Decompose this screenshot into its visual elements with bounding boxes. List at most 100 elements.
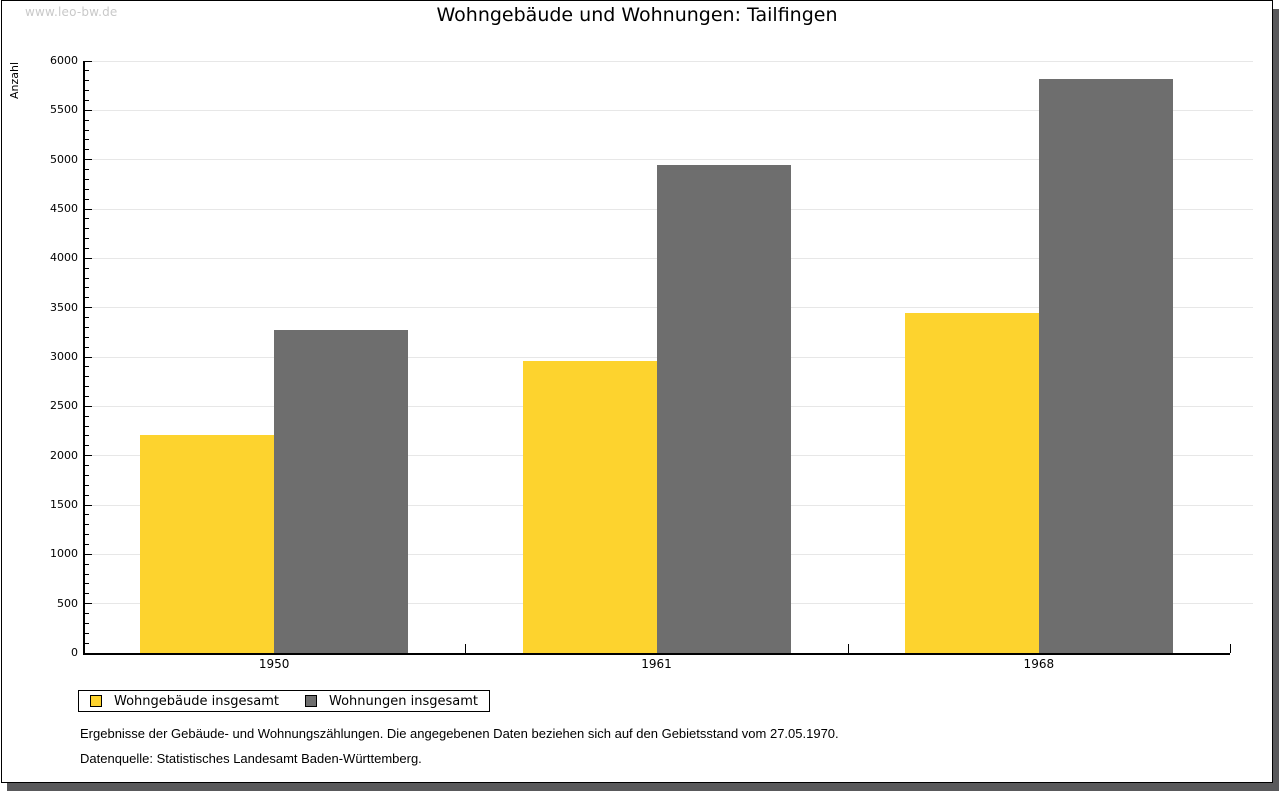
- y-minor-tick: [85, 90, 89, 92]
- y-minor-tick: [85, 613, 89, 615]
- y-minor-tick: [85, 366, 89, 368]
- y-minor-tick: [85, 267, 89, 269]
- plot-area: 0 500 1000 1500 2000 2500 3000 3500 4000 4500 5000…: [50, 54, 1253, 671]
- y-tick-3000: [85, 356, 92, 358]
- y-minor-tick: [85, 632, 89, 634]
- y-minor-tick: [85, 593, 89, 595]
- y-tick-label-6000: 6000: [50, 54, 78, 67]
- y-tick-label-500: 500: [57, 596, 78, 610]
- y-tick-label-3500: 3500: [50, 300, 78, 314]
- y-tick-6000: [85, 60, 92, 62]
- y-minor-tick: [85, 139, 89, 141]
- y-tick-1000: [85, 553, 92, 555]
- chart-title: Wohngebäude und Wohnungen: Tailfingen: [436, 4, 838, 26]
- y-minor-tick: [85, 188, 89, 190]
- y-minor-tick: [85, 70, 89, 72]
- y-tick-label-0: 0: [71, 646, 78, 659]
- y-tick-2500: [85, 405, 92, 407]
- y-tick-label-1000: 1000: [50, 547, 78, 561]
- y-tick-label-2000: 2000: [50, 448, 78, 462]
- y-minor-tick: [85, 287, 89, 289]
- y-minor-tick: [85, 474, 89, 476]
- y-tick-label-3000: 3000: [50, 350, 78, 363]
- y-minor-tick: [85, 445, 89, 447]
- y-minor-tick: [85, 583, 89, 585]
- y-tick-0: [85, 652, 92, 654]
- legend-item-wohngebaeude: Wohngebäude insgesamt: [90, 694, 279, 709]
- y-tick-label-4000: 4000: [50, 251, 78, 265]
- bar-wohnungen-1961: [656, 164, 791, 653]
- y-axis-line: [83, 61, 85, 655]
- y-tick-1500: [85, 504, 92, 506]
- category-label-1950: 1950: [258, 657, 290, 671]
- y-minor-tick: [85, 346, 89, 348]
- x-axis-line: [83, 653, 1230, 655]
- y-minor-tick: [85, 99, 89, 101]
- legend-item-wohnungen: Wohnungen insgesamt: [305, 694, 478, 709]
- y-minor-tick: [85, 238, 89, 240]
- y-minor-tick: [85, 247, 89, 249]
- y-minor-tick: [85, 297, 89, 299]
- y-tick-label-1500: 1500: [50, 498, 78, 511]
- y-minor-tick: [85, 415, 89, 417]
- category-label-1968: 1968: [1023, 657, 1055, 671]
- y-tick-500: [85, 603, 92, 605]
- y-minor-tick: [85, 573, 89, 575]
- legend-label-wohngebaeude: Wohngebäude insgesamt: [114, 693, 279, 709]
- y-minor-tick: [85, 514, 89, 516]
- y-minor-tick: [85, 563, 89, 565]
- bar-wohnungen-1968: [1038, 78, 1173, 653]
- y-tick-5000: [85, 159, 92, 161]
- y-minor-tick: [85, 642, 89, 644]
- y-minor-tick: [85, 395, 89, 397]
- y-tick-5500: [85, 109, 92, 111]
- bar-wohnungen-1950: [274, 330, 409, 653]
- category-boundary-tick: [847, 644, 849, 653]
- y-minor-tick: [85, 336, 89, 338]
- legend: Wohngebäude insgesamt Wohnungen insgesam…: [78, 690, 490, 712]
- y-minor-tick: [85, 80, 89, 82]
- watermark: www.leo-bw.de: [25, 5, 118, 19]
- y-minor-tick: [85, 386, 89, 388]
- footnote-data-source: Datenquelle: Statistisches Landesamt Bad…: [80, 751, 422, 766]
- bar-wohngebaeude-1950: [140, 434, 275, 653]
- y-minor-tick: [85, 376, 89, 378]
- y-minor-tick: [85, 119, 89, 121]
- bar-wohngebaeude-1961: [522, 360, 657, 653]
- y-tick-4000: [85, 257, 92, 259]
- category-boundary-tick: [1230, 644, 1231, 653]
- y-minor-tick: [85, 149, 89, 151]
- y-minor-tick: [85, 277, 89, 279]
- y-minor-tick: [85, 317, 89, 319]
- legend-swatch-gray-icon: [305, 695, 317, 707]
- footnote-source-note: Ergebnisse der Gebäude- und Wohnungszähl…: [80, 726, 839, 741]
- y-minor-tick: [85, 218, 89, 220]
- category-boundary-tick: [465, 644, 467, 653]
- gridline-6000: [83, 60, 1253, 62]
- y-tick-label-5500: 5500: [50, 103, 78, 117]
- bar-wohngebaeude-1968: [904, 312, 1039, 653]
- legend-swatch-yellow-icon: [90, 695, 102, 707]
- y-minor-tick: [85, 622, 89, 624]
- y-minor-tick: [85, 178, 89, 180]
- gridline-5500: [83, 109, 1253, 111]
- y-minor-tick: [85, 425, 89, 427]
- y-minor-tick: [85, 326, 89, 328]
- y-minor-tick: [85, 494, 89, 496]
- y-tick-label-5000: 5000: [50, 152, 78, 166]
- y-tick-label-2500: 2500: [50, 399, 78, 413]
- y-minor-tick: [85, 484, 89, 486]
- y-tick-3500: [85, 307, 92, 309]
- y-minor-tick: [85, 435, 89, 437]
- y-axis-label: Anzahl: [8, 61, 21, 99]
- y-minor-tick: [85, 465, 89, 467]
- category-label-1961: 1961: [641, 657, 672, 671]
- legend-label-wohnungen: Wohnungen insgesamt: [329, 693, 478, 709]
- y-minor-tick: [85, 198, 89, 200]
- y-minor-tick: [85, 129, 89, 131]
- y-minor-tick: [85, 543, 89, 545]
- y-tick-label-4500: 4500: [50, 202, 78, 215]
- gridline-5000: [83, 159, 1253, 161]
- y-tick-4500: [85, 208, 92, 210]
